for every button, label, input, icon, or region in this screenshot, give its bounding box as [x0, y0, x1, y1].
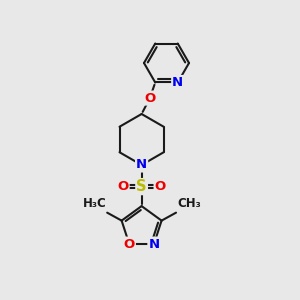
Text: N: N	[148, 238, 160, 250]
Text: O: O	[144, 92, 155, 105]
Text: O: O	[154, 180, 166, 193]
Text: N: N	[172, 76, 183, 89]
Text: H₃C: H₃C	[82, 197, 106, 210]
Text: O: O	[117, 180, 129, 193]
Text: N: N	[136, 158, 147, 172]
Text: S: S	[136, 179, 147, 194]
Text: O: O	[124, 238, 135, 250]
Text: CH₃: CH₃	[177, 197, 201, 210]
